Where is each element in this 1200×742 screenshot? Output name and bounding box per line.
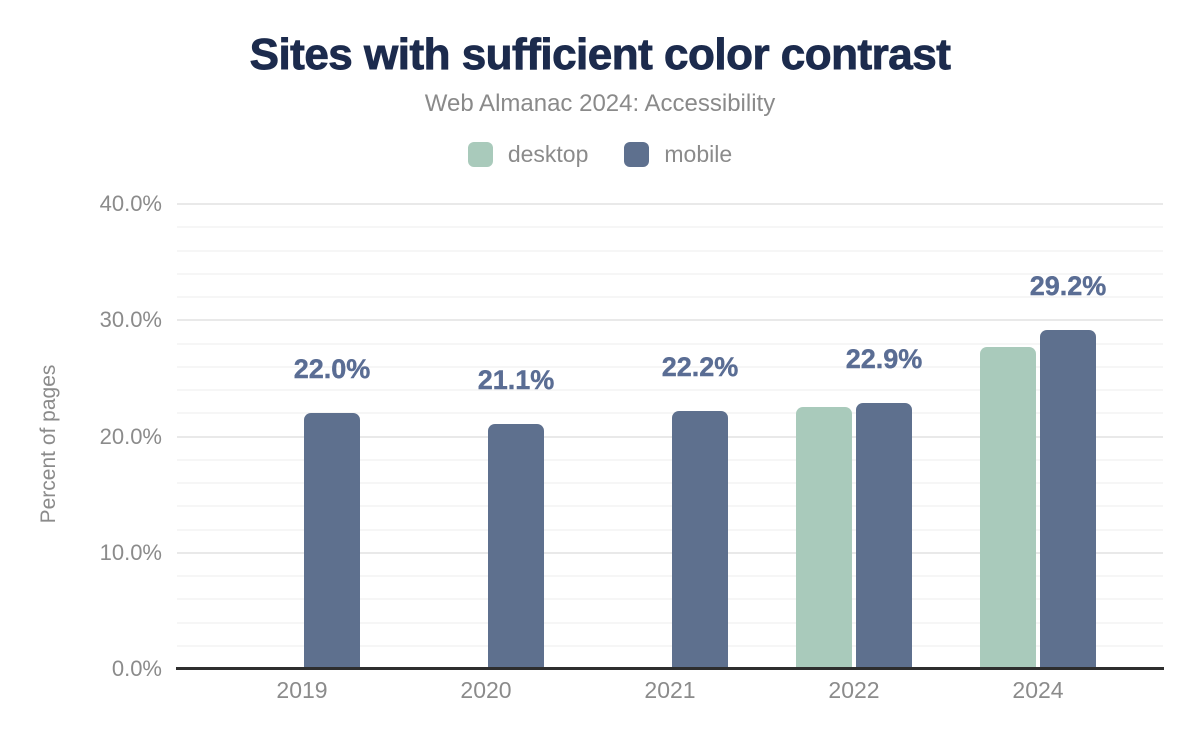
chart-subtitle: Web Almanac 2024: Accessibility: [424, 90, 776, 117]
gridline-minor: [177, 505, 1163, 507]
bar-desktop-2024: [980, 347, 1036, 669]
x-tick-label: 2021: [644, 677, 696, 703]
value-label-2022: 22.9%: [845, 344, 923, 374]
value-label-2019: 22.0%: [293, 354, 371, 384]
bar-mobile-2021: [672, 411, 728, 669]
gridline-minor: [177, 575, 1163, 577]
y-tick-label: 10.0%: [99, 540, 162, 565]
gridline-minor: [177, 250, 1163, 252]
gridline-minor: [177, 412, 1163, 414]
chart-title: Sites with sufficient color contrast: [249, 30, 951, 79]
desktop-color-swatch-icon: [467, 142, 493, 167]
gridline-minor: [177, 645, 1163, 647]
gridline-minor: [177, 529, 1163, 531]
bar-mobile-2022: [856, 403, 912, 669]
bar-mobile-2020: [488, 424, 544, 669]
gridline-major: [177, 552, 1163, 554]
gridline-minor: [177, 366, 1163, 368]
value-label-2024: 29.2%: [1029, 271, 1107, 301]
mobile-color-swatch-icon: [624, 142, 650, 167]
gridline-major: [177, 319, 1163, 321]
bar-desktop-2022: [796, 407, 852, 669]
gridline-minor: [177, 343, 1163, 345]
legend-item-mobile: mobile: [624, 141, 732, 168]
gridline-minor: [177, 273, 1163, 275]
gridline-major: [177, 203, 1163, 205]
gridline-minor: [177, 226, 1163, 228]
gridline-major: [177, 436, 1163, 438]
gridline-minor: [177, 482, 1163, 484]
x-axis-line: [176, 667, 1164, 670]
legend-label-mobile: mobile: [664, 141, 733, 167]
y-tick-label: 20.0%: [99, 424, 162, 449]
legend-item-desktop: desktop: [467, 141, 589, 168]
y-tick-label: 30.0%: [99, 307, 162, 332]
gridline-minor: [177, 598, 1163, 600]
x-tick-label: 2020: [460, 677, 512, 703]
gridline-minor: [177, 296, 1163, 298]
gridline-minor: [177, 622, 1163, 624]
value-label-2020: 21.1%: [477, 365, 555, 395]
x-tick-label: 2022: [828, 677, 880, 703]
x-tick-label: 2024: [1012, 677, 1064, 703]
bar-mobile-2019: [304, 413, 360, 669]
gridline-minor: [177, 459, 1163, 461]
value-label-2021: 22.2%: [661, 352, 739, 382]
legend: desktop mobile: [0, 141, 1200, 168]
bar-mobile-2024: [1040, 330, 1096, 669]
y-tick-label: 0.0%: [111, 656, 162, 681]
y-tick-label: 40.0%: [99, 191, 162, 216]
x-tick-label: 2019: [276, 677, 328, 703]
gridline-minor: [177, 389, 1163, 391]
legend-label-desktop: desktop: [507, 141, 589, 167]
